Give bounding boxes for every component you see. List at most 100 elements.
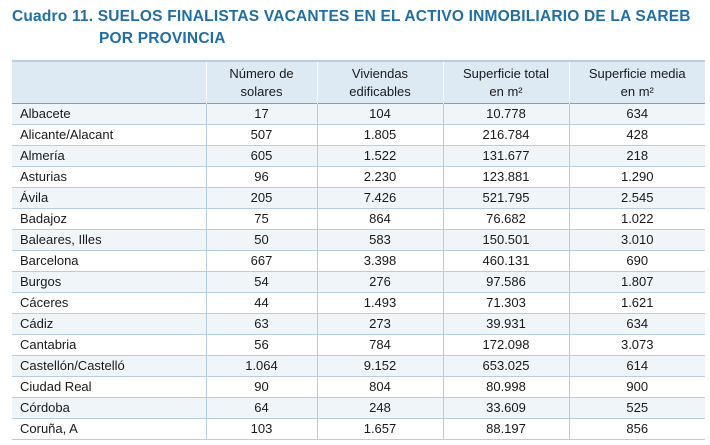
superficie-media-cell: 1.022 bbox=[568, 208, 705, 230]
province-cell: Córdoba bbox=[12, 397, 206, 419]
province-cell: Burgos bbox=[12, 271, 206, 293]
viviendas-cell: 784 bbox=[316, 334, 443, 356]
num-solares-cell: 103 bbox=[205, 418, 317, 440]
province-cell: Almería bbox=[12, 145, 206, 167]
superficie-media-cell: 218 bbox=[568, 145, 705, 167]
header-line: en m² bbox=[489, 83, 523, 99]
superficie-total-cell: 123.881 bbox=[442, 166, 569, 188]
superficie-total-cell: 39.931 bbox=[442, 313, 569, 335]
superficie-media-cell: 2.545 bbox=[568, 187, 705, 209]
num-solares-cell: 1.064 bbox=[205, 355, 317, 377]
num-solares-cell: 90 bbox=[205, 376, 317, 398]
superficie-total-cell: 88.197 bbox=[442, 418, 569, 440]
header-line: solares bbox=[240, 83, 283, 99]
superficie-total-cell: 97.586 bbox=[442, 271, 569, 293]
viviendas-cell: 248 bbox=[316, 397, 443, 419]
province-cell: Coruña, A bbox=[12, 418, 206, 440]
superficie-media-cell: 1.290 bbox=[568, 166, 705, 188]
num-solares-cell: 54 bbox=[205, 271, 317, 293]
num-solares-cell: 667 bbox=[205, 250, 317, 272]
superficie-total-cell: 653.025 bbox=[442, 355, 569, 377]
header-viviendas: Viviendas edificables bbox=[316, 61, 443, 104]
table-row: Coruña, A 103 1.657 88.197 856 bbox=[12, 418, 705, 440]
table-row: Ciudad Real 90 804 80.998 900 bbox=[12, 376, 705, 398]
header-row: Número de solares Viviendas edificables … bbox=[12, 61, 705, 104]
table-row: Baleares, Illes 50 583 150.501 3.010 bbox=[12, 229, 705, 251]
viviendas-cell: 804 bbox=[316, 376, 443, 398]
province-cell: Alicante/Alacant bbox=[12, 124, 206, 146]
num-solares-cell: 507 bbox=[205, 124, 317, 146]
header-line: Viviendas bbox=[351, 65, 409, 81]
superficie-media-cell: 3.073 bbox=[568, 334, 705, 356]
province-cell: Ciudad Real bbox=[12, 376, 206, 398]
table-row: Cádiz 63 273 39.931 634 bbox=[12, 313, 705, 335]
province-cell: Asturias bbox=[12, 166, 206, 188]
province-cell: Ávila bbox=[12, 187, 206, 209]
header-superficie-total: Superficie total en m² bbox=[442, 61, 569, 104]
superficie-media-cell: 3.010 bbox=[568, 229, 705, 251]
viviendas-cell: 9.152 bbox=[316, 355, 443, 377]
province-cell: Albacete bbox=[12, 103, 206, 125]
table-row: Alicante/Alacant 507 1.805 216.784 428 bbox=[12, 124, 705, 146]
table-row: Almería 605 1.522 131.677 218 bbox=[12, 145, 705, 167]
superficie-total-cell: 150.501 bbox=[442, 229, 569, 251]
table-body: Albacete 17 104 10.778 634 Alicante/Alacant 50… bbox=[12, 103, 705, 440]
num-solares-cell: 605 bbox=[205, 145, 317, 167]
table-row: Ávila 205 7.426 521.795 2.545 bbox=[12, 187, 705, 209]
header-superficie-media: Superficie media en m² bbox=[568, 61, 705, 104]
table-row: Córdoba 64 248 33.609 525 bbox=[12, 397, 705, 419]
header-line: Superficie total bbox=[463, 65, 549, 81]
table-row: Castellón/Castelló 1.064 9.152 653.025 614 bbox=[12, 355, 705, 377]
province-cell: Castellón/Castelló bbox=[12, 355, 206, 377]
num-solares-cell: 17 bbox=[205, 103, 317, 125]
table-row: Badajoz 75 864 76.682 1.022 bbox=[12, 208, 705, 230]
viviendas-cell: 7.426 bbox=[316, 187, 443, 209]
superficie-media-cell: 1.621 bbox=[568, 292, 705, 314]
header-line: edificables bbox=[349, 83, 411, 99]
viviendas-cell: 583 bbox=[316, 229, 443, 251]
viviendas-cell: 3.398 bbox=[316, 250, 443, 272]
superficie-total-cell: 10.778 bbox=[442, 103, 569, 125]
viviendas-cell: 2.230 bbox=[316, 166, 443, 188]
num-solares-cell: 44 bbox=[205, 292, 317, 314]
viviendas-cell: 1.805 bbox=[316, 124, 443, 146]
superficie-total-cell: 460.131 bbox=[442, 250, 569, 272]
superficie-total-cell: 172.098 bbox=[442, 334, 569, 356]
num-solares-cell: 56 bbox=[205, 334, 317, 356]
superficie-media-cell: 856 bbox=[568, 418, 705, 440]
viviendas-cell: 864 bbox=[316, 208, 443, 230]
viviendas-cell: 276 bbox=[316, 271, 443, 293]
superficie-total-cell: 33.609 bbox=[442, 397, 569, 419]
num-solares-cell: 75 bbox=[205, 208, 317, 230]
num-solares-cell: 64 bbox=[205, 397, 317, 419]
superficie-media-cell: 634 bbox=[568, 103, 705, 125]
province-cell: Baleares, Illes bbox=[12, 229, 206, 251]
superficie-media-cell: 900 bbox=[568, 376, 705, 398]
table-row: Cantabria 56 784 172.098 3.073 bbox=[12, 334, 705, 356]
superficie-media-cell: 634 bbox=[568, 313, 705, 335]
table-header: Número de solares Viviendas edificables … bbox=[12, 61, 705, 104]
header-line: en m² bbox=[620, 83, 654, 99]
num-solares-cell: 96 bbox=[205, 166, 317, 188]
superficie-media-cell: 428 bbox=[568, 124, 705, 146]
num-solares-cell: 50 bbox=[205, 229, 317, 251]
superficie-media-cell: 614 bbox=[568, 355, 705, 377]
header-province bbox=[12, 61, 206, 104]
header-num-solares: Número de solares bbox=[205, 61, 317, 104]
header-line: Número de bbox=[229, 65, 294, 81]
province-table: Número de solares Viviendas edificables … bbox=[12, 60, 705, 440]
table-row: Barcelona 667 3.398 460.131 690 bbox=[12, 250, 705, 272]
page-title: Cuadro 11. SUELOS FINALISTAS VACANTES EN… bbox=[12, 6, 691, 50]
province-cell: Cádiz bbox=[12, 313, 206, 335]
province-cell: Cantabria bbox=[12, 334, 206, 356]
superficie-total-cell: 71.303 bbox=[442, 292, 569, 314]
superficie-total-cell: 521.795 bbox=[442, 187, 569, 209]
viviendas-cell: 273 bbox=[316, 313, 443, 335]
table-row: Albacete 17 104 10.778 634 bbox=[12, 103, 705, 125]
province-cell: Badajoz bbox=[12, 208, 206, 230]
num-solares-cell: 205 bbox=[205, 187, 317, 209]
superficie-total-cell: 76.682 bbox=[442, 208, 569, 230]
viviendas-cell: 104 bbox=[316, 103, 443, 125]
province-cell: Cáceres bbox=[12, 292, 206, 314]
table-row: Cáceres 44 1.493 71.303 1.621 bbox=[12, 292, 705, 314]
